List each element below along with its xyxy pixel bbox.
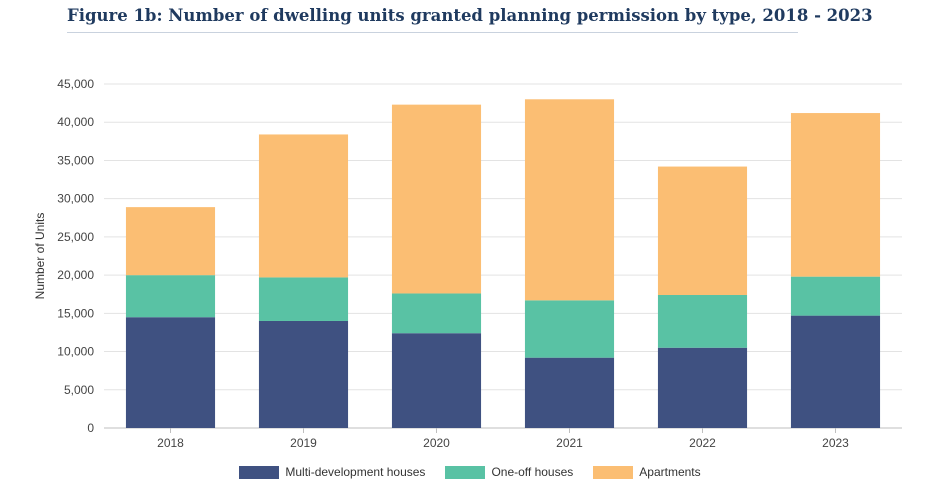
legend-item[interactable]: One-off houses [445, 465, 573, 479]
legend-swatch [445, 465, 486, 479]
y-tick-label: 5,000 [64, 383, 94, 397]
y-tick-label: 0 [87, 421, 94, 435]
y-tick-label: 40,000 [57, 115, 94, 129]
y-tick-label: 25,000 [57, 230, 94, 244]
bar-segment [258, 134, 349, 278]
bar-segment [125, 317, 216, 428]
bar-segment [524, 99, 615, 301]
chart-legend: Multi-development houses One-off houses Ap… [0, 465, 940, 479]
legend-label: Multi-development houses [285, 465, 426, 479]
bar-segment [790, 113, 881, 277]
y-tick-label: 45,000 [57, 77, 94, 91]
x-tick-label: 2021 [556, 436, 583, 450]
y-tick-label: 10,000 [57, 345, 94, 359]
bar-segment [125, 207, 216, 276]
y-tick-label: 20,000 [57, 268, 94, 282]
bar-segment [790, 315, 881, 428]
y-axis-title: Number of Units [33, 213, 47, 300]
bar-segment [524, 357, 615, 428]
grid-layer [104, 83, 902, 429]
legend-item[interactable]: Apartments [593, 465, 701, 479]
bar-segment [524, 300, 615, 358]
legend-item[interactable]: Multi-development houses [239, 465, 425, 479]
figure-title: Figure 1b: Number of dwelling units gran… [67, 6, 873, 25]
y-tick-label: 30,000 [57, 192, 94, 206]
bar-segment [125, 275, 216, 318]
x-tick-label: 2020 [423, 436, 450, 450]
bar-segment [258, 320, 349, 428]
bar-segment [391, 104, 482, 294]
bar-segment [258, 277, 349, 321]
axis-layer: 0 5,000 10,000 15,000 20,000 25,000 30,000 35,0… [57, 77, 849, 450]
x-tick-label: 2018 [157, 436, 184, 450]
x-tick-label: 2023 [822, 436, 849, 450]
legend-swatch [239, 465, 280, 479]
bar-segment [790, 276, 881, 316]
bars-layer [125, 99, 881, 428]
x-tick-label: 2022 [689, 436, 716, 450]
y-tick-label: 15,000 [57, 306, 94, 320]
x-tick-label: 2019 [290, 436, 317, 450]
bar-segment [657, 347, 748, 428]
bar-segment [391, 333, 482, 428]
y-tick-label: 35,000 [57, 153, 94, 167]
title-divider [67, 32, 798, 33]
bar-segment [657, 294, 748, 348]
bar-segment [391, 293, 482, 334]
legend-label: Apartments [639, 465, 701, 479]
legend-label: One-off houses [491, 465, 574, 479]
bar-segment [657, 166, 748, 295]
stacked-bar-chart: 0 5,000 10,000 15,000 20,000 25,000 30,000 35,0… [33, 77, 902, 450]
legend-swatch [593, 465, 634, 479]
